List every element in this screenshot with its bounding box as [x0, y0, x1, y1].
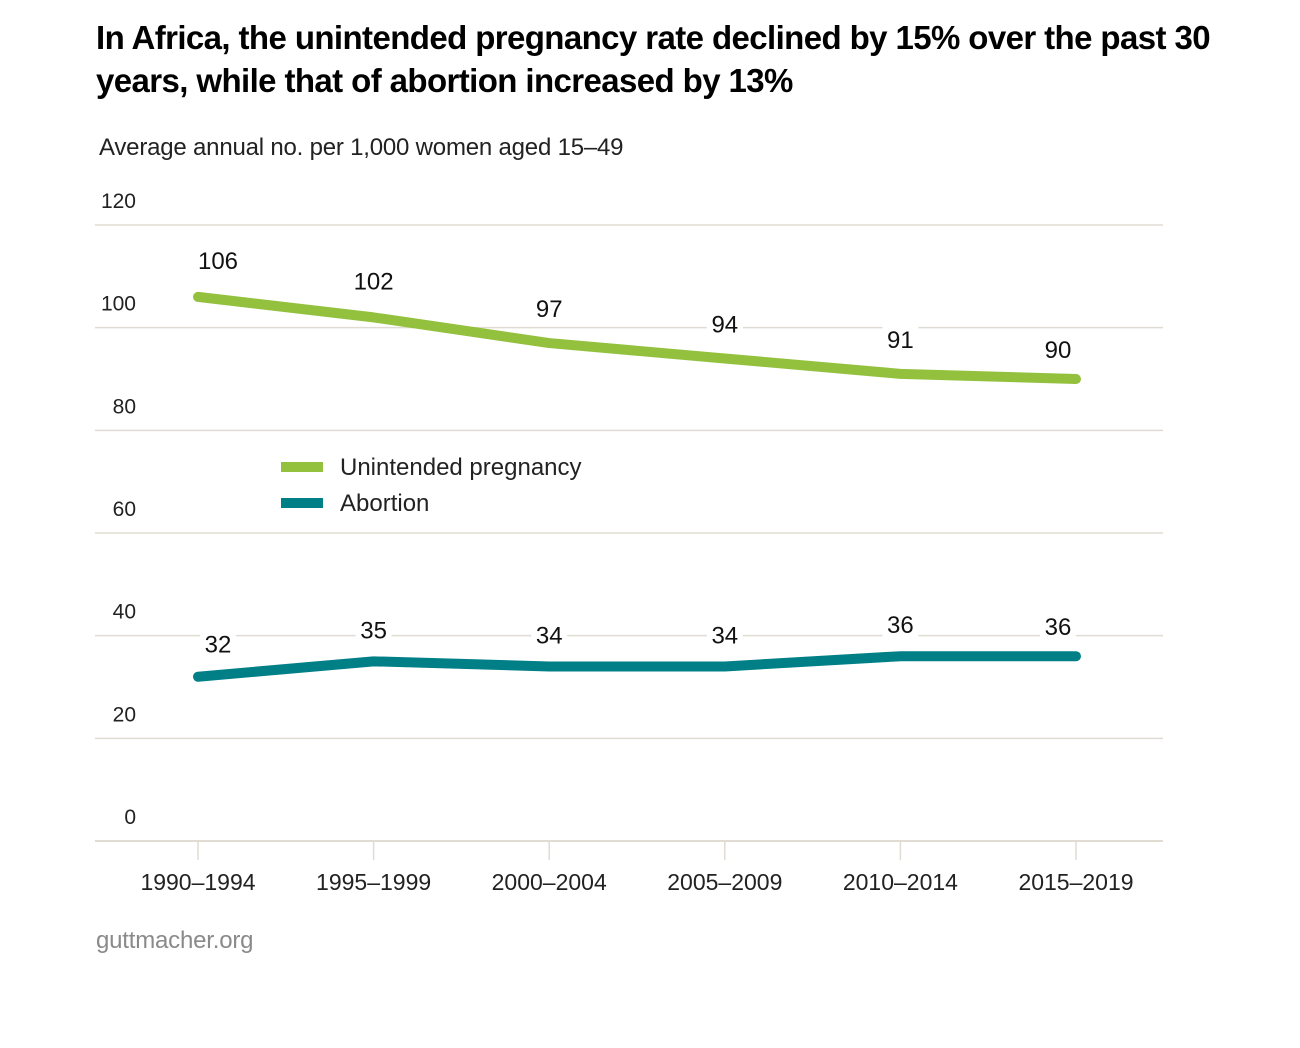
y-tick-label: 80: [113, 395, 136, 418]
legend-swatch: [281, 498, 323, 508]
legend-label: Abortion: [340, 490, 429, 517]
y-tick-label: 0: [124, 806, 136, 829]
data-label-bg: [1040, 336, 1076, 362]
data-labels: 106 102 97 94 91 90 32 35 34 34 36 36: [193, 246, 1076, 659]
data-label-bg: [531, 621, 568, 648]
axis-ticks: 0 20 40 60 80 100 120 1990–1994 1995–1999 2000–20…: [101, 190, 1134, 895]
source-credit: guttmacher.org: [96, 927, 254, 954]
data-label-bg: [882, 611, 919, 638]
data-label: 36: [887, 612, 914, 639]
y-tick-label: 40: [113, 601, 136, 624]
x-tick-label: 1995–1999: [316, 869, 431, 895]
x-tick-label: 2010–2014: [843, 869, 958, 895]
data-label-bg: [349, 267, 399, 294]
x-tick-label: 1990–1994: [140, 869, 255, 895]
y-tick-label: 100: [101, 293, 136, 316]
chart-title: In Africa, the unintended pregnancy rate…: [96, 19, 1211, 99]
data-label-bg: [706, 621, 743, 648]
data-label: 35: [360, 617, 387, 644]
data-label: 32: [205, 632, 232, 659]
data-label-bg: [193, 246, 243, 273]
legend-label: Unintended pregnancy: [340, 454, 582, 481]
x-tick-label: 2015–2019: [1018, 869, 1133, 895]
data-label-bg: [882, 325, 919, 352]
gridlines: [95, 224, 1163, 842]
data-label: 34: [711, 622, 738, 649]
data-label: 91: [887, 327, 914, 354]
series-line-unintended-pregnancy: [193, 291, 1081, 384]
y-axis-label: Average annual no. per 1,000 women aged …: [99, 134, 624, 161]
y-tick-label: 20: [113, 703, 136, 726]
y-tick-label: 120: [101, 190, 136, 213]
legend-swatch: [281, 462, 323, 472]
data-label-bg: [200, 630, 236, 657]
legend: Unintended pregnancy Abortion: [281, 454, 582, 517]
x-tick-label: 2005–2009: [667, 869, 782, 895]
data-label: 94: [711, 311, 738, 338]
data-label: 34: [536, 622, 563, 649]
data-label-bg: [531, 295, 568, 322]
series-lines: [193, 291, 1081, 682]
series-line-abortion: [193, 651, 1081, 682]
x-tick-label: 2000–2004: [492, 869, 607, 895]
data-label: 36: [1045, 614, 1072, 641]
data-label: 90: [1045, 337, 1072, 364]
data-label-bg: [1040, 613, 1076, 640]
data-label: 97: [536, 296, 563, 323]
data-label: 102: [354, 268, 394, 295]
data-label: 106: [198, 248, 238, 275]
data-label-bg: [355, 616, 392, 643]
data-label-bg: [706, 310, 743, 337]
y-tick-label: 60: [113, 498, 136, 521]
